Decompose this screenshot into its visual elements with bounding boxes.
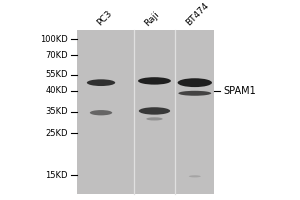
- Bar: [77, 30, 214, 194]
- Ellipse shape: [146, 117, 163, 120]
- Text: 55KD: 55KD: [45, 70, 68, 79]
- Text: 40KD: 40KD: [45, 86, 68, 95]
- Ellipse shape: [178, 91, 211, 96]
- Text: Raji: Raji: [142, 10, 161, 28]
- Ellipse shape: [138, 77, 171, 85]
- Text: 15KD: 15KD: [45, 171, 68, 180]
- Ellipse shape: [189, 175, 201, 177]
- Text: 100KD: 100KD: [40, 35, 68, 44]
- Ellipse shape: [178, 78, 212, 87]
- Ellipse shape: [90, 110, 112, 115]
- Ellipse shape: [87, 79, 115, 86]
- Text: BT474: BT474: [184, 1, 211, 28]
- Text: SPAM1: SPAM1: [223, 86, 256, 96]
- Text: 25KD: 25KD: [45, 129, 68, 138]
- Text: PC3: PC3: [95, 9, 113, 28]
- Text: 70KD: 70KD: [45, 51, 68, 60]
- Text: 35KD: 35KD: [45, 107, 68, 116]
- Ellipse shape: [139, 107, 170, 115]
